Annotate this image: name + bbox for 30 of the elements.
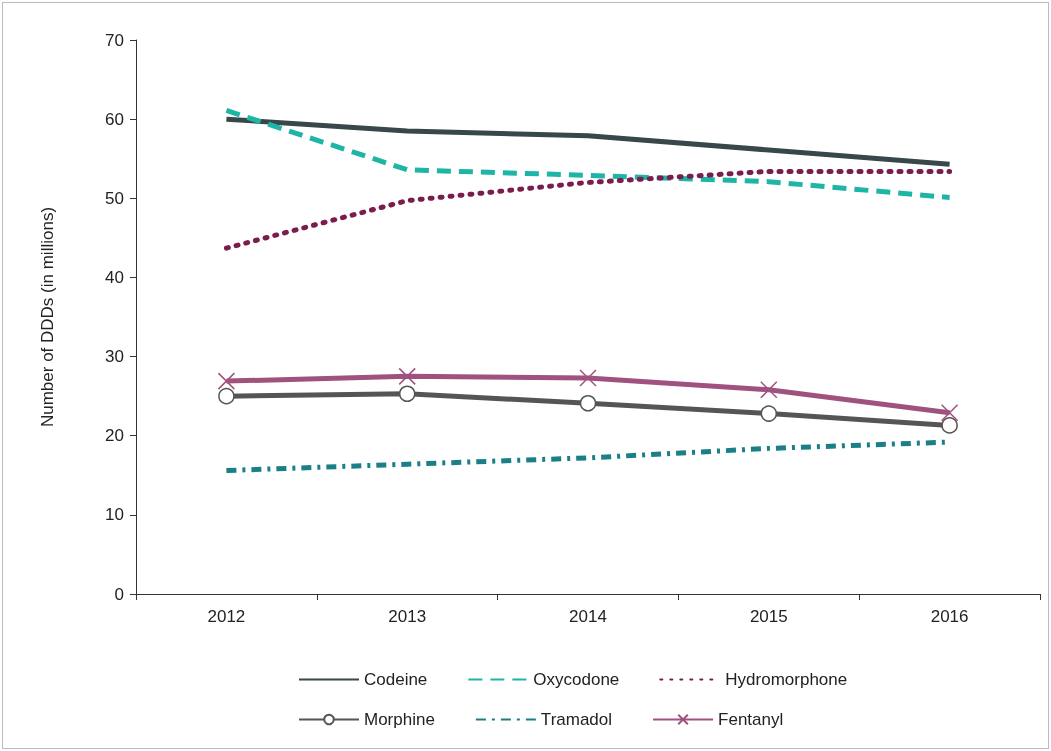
x-tick-label: 2013 [388,607,427,626]
point [940,404,959,422]
y-tick-label: 30 [105,347,124,367]
point [398,385,416,403]
y-tick-label: 40 [105,267,124,287]
y-tick-label: 0 [114,584,124,604]
x-tick-label: 2015 [749,607,788,626]
point [217,372,236,390]
point [579,395,597,412]
point [760,381,778,399]
legend-label: Codeine [364,670,428,689]
legend-label: Morphine [364,710,435,729]
point [398,367,416,386]
point [579,369,597,387]
y-tick-label: 10 [105,505,124,525]
y-tick-label: 50 [105,188,124,208]
legend-label: Tramadol [540,710,613,729]
point [760,405,778,422]
x-tick-label: 2012 [207,607,246,626]
legend-label: Fentanyl [718,710,784,729]
x-tick-label: 2016 [930,607,969,626]
legend-label: Hydromorphone [725,670,848,689]
point [941,417,958,434]
y-axis-title: Number of DDDs (in millions) [38,206,57,428]
legend-label: Oxycodone [533,670,620,689]
x-tick-label: 2014 [569,607,607,626]
y-tick-label: 60 [105,109,124,129]
point [218,387,235,405]
y-tick-label: 70 [105,30,124,50]
y-tick-label: 20 [105,426,124,446]
